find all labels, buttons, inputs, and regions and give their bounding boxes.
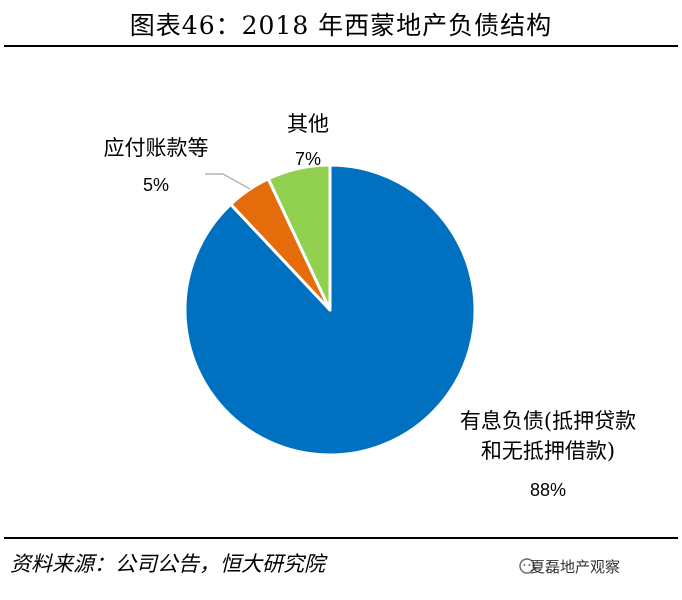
chart-title: 图表46：2018 年西蒙地产负债结构 (129, 11, 553, 40)
slice-label-0-line-1: 和无抵押借款) (481, 439, 615, 463)
slice-percent-2: 7% (295, 149, 321, 169)
slice-percent-1: 5% (143, 175, 169, 195)
source-note: 资料来源：公司公告，恒大研究院 (10, 552, 325, 576)
slice-percent-0: 88% (530, 480, 566, 500)
top-rule (4, 45, 678, 47)
bottom-rule (4, 537, 678, 539)
pie-slice-0 (183, 163, 477, 457)
slice-label-0-line-0: 有息负债(抵押贷款 (460, 409, 636, 433)
slice-label-2-line-0: 其他 (287, 112, 329, 136)
leader-line-1 (205, 173, 251, 190)
wechat-icon (519, 558, 535, 574)
slice-label-1-line-0: 应付账款等 (104, 136, 209, 160)
pie-slice-2 (266, 163, 332, 312)
watermark: 夏磊地产观察 (530, 558, 621, 576)
